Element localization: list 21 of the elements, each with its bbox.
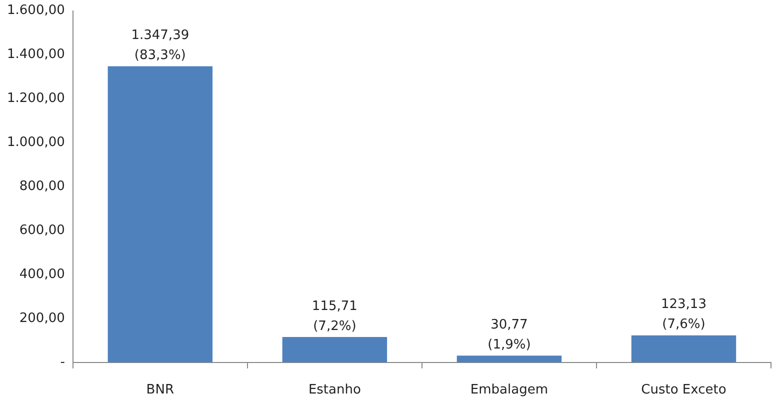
x-tick-label: BNR xyxy=(146,382,174,398)
y-tick-label: 1.600,00 xyxy=(7,3,65,18)
y-tick-label: 600,00 xyxy=(19,222,65,238)
y-tick-label: 800,00 xyxy=(19,178,65,194)
bar xyxy=(456,356,562,362)
bar xyxy=(282,336,388,362)
y-tick-label: 1.000,00 xyxy=(7,135,65,150)
data-label: 1.347,39 (83,3%) xyxy=(131,28,190,64)
bar xyxy=(108,66,213,362)
data-label: 115,71 (7,2%) xyxy=(312,298,358,334)
y-tick-label: 200,00 xyxy=(19,310,65,326)
y-tick-label: 1.200,00 xyxy=(7,91,65,106)
y-tick-label: 400,00 xyxy=(19,266,65,282)
bar xyxy=(631,335,736,362)
x-tick-label: Custo Exceto xyxy=(641,382,726,398)
data-label: 123,13 (7,6%) xyxy=(660,297,706,332)
y-tick-label: - xyxy=(60,354,66,370)
x-tick-label: Estanho xyxy=(308,382,361,398)
y-tick-label: 1.400,00 xyxy=(7,47,65,62)
data-label: 30,77 (1,9%) xyxy=(488,318,531,353)
x-tick-label: Embalagem xyxy=(470,382,548,398)
